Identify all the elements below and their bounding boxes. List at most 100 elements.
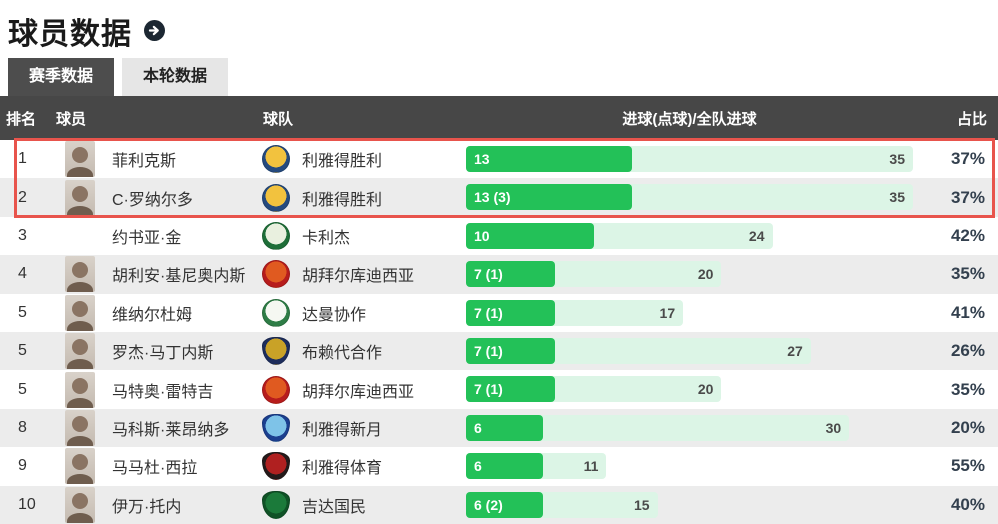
team-goals-value: 17 [659,304,676,321]
table-row[interactable]: 9 马马杜·西拉 利雅得体育 11 6 55% [0,447,998,485]
player-photo [65,371,95,408]
team-logo-icon [262,183,290,212]
player-photo [65,179,95,216]
photo-head-silhouette [72,300,88,317]
team-goals-value: 35 [889,189,905,206]
table-row[interactable]: 4 胡利安·基尼奥内斯 胡拜尔库迪西亚 20 7 (1) 35% [0,255,998,294]
player-goals-bar: 7 (1) [466,376,556,403]
table-row[interactable]: 2 C·罗纳尔多 利雅得胜利 35 13 (3) 37% [0,178,998,217]
table-row[interactable]: 5 维纳尔杜姆 达曼协作 17 7 (1) 41% [0,294,998,332]
player-name: 马科斯·莱昂纳多 [112,421,230,439]
player-photo [65,256,95,293]
rank-value: 2 [18,188,27,206]
photo-shoulders-silhouette [67,359,93,370]
goals-bar-cell: 20 7 (1) [466,370,913,408]
circle-right-arrow-icon[interactable] [144,20,165,41]
photo-head-silhouette [72,185,88,202]
player-photo [65,448,95,485]
team-logo-icon [262,413,290,442]
player-goals-bar: 13 (3) [466,184,633,211]
player-goals-bar: 7 (1) [466,299,556,326]
goal-ratio-value: 20% [950,417,985,437]
rank-value: 4 [18,265,27,283]
team-logo-icon [262,375,290,404]
page-title: 球员数据 [8,17,132,51]
rank-value: 8 [18,418,27,436]
column-header-goals: 进球(点球)/全队进球 [622,110,757,128]
team-goals-value: 27 [787,342,803,359]
goal-ratio-value: 55% [950,456,985,476]
player-goals-bar: 6 [466,414,543,441]
table-row[interactable]: 5 马特奥·雷特吉 胡拜尔库迪西亚 20 7 (1) 35% [0,370,998,408]
column-header-team: 球队 [263,110,294,128]
photo-shoulders-silhouette [67,397,93,408]
player-name: C·罗纳尔多 [112,191,193,209]
team-goals-value: 24 [748,227,765,244]
photo-shoulders-silhouette [67,512,93,523]
photo-head-silhouette [72,415,88,432]
player-photo [65,409,95,446]
player-name: 罗杰·马丁内斯 [112,345,214,363]
rank-value: 10 [18,495,36,513]
goal-ratio-value: 35% [950,264,985,284]
table-row[interactable]: 3 约书亚·金 卡利杰 24 10 42% [0,217,998,255]
photo-shoulders-silhouette [67,282,93,293]
table-row[interactable]: 1 菲利克斯 利雅得胜利 35 13 37% [0,140,998,178]
goals-bar-cell: 11 6 [466,447,913,485]
goal-ratio-value: 42% [950,225,985,245]
team-goals-value: 35 [889,151,905,167]
goal-ratio-value: 37% [950,187,985,207]
player-name: 马特奥·雷特吉 [112,383,214,401]
player-name: 胡利安·基尼奥内斯 [112,268,246,286]
title-row: 球员数据 [0,0,998,57]
rank-value: 1 [18,150,27,168]
table-row[interactable]: 8 马科斯·莱昂纳多 利雅得新月 30 6 20% [0,408,998,448]
player-name: 菲利克斯 [112,153,177,171]
player-name: 伊万·托内 [112,498,182,516]
table-row[interactable]: 10 伊万·托内 吉达国民 15 6 (2) 40% [0,485,998,524]
team-logo-icon [262,145,290,174]
team-logo-icon [262,260,290,289]
table-row[interactable]: 5 罗杰·马丁内斯 布赖代合作 27 7 (1) 26% [0,331,998,371]
tab-round-data[interactable]: 本轮数据 [122,57,229,96]
player-photo [65,486,95,523]
tab-season-data[interactable]: 赛季数据 [8,57,115,96]
player-table-body: 1 菲利克斯 利雅得胜利 35 13 37% 2 [0,140,998,524]
player-goals-bar: 7 (1) [466,337,556,364]
team-logo-icon [262,221,290,250]
player-goals-bar: 7 (1) [466,261,556,288]
goal-ratio-value: 35% [950,379,985,399]
goals-bar-cell: 35 13 [466,140,913,178]
team-name: 利雅得新月 [302,421,383,439]
player-name: 约书亚·金 [112,229,182,247]
photo-head-silhouette [72,492,88,509]
player-goals-bar: 6 [466,453,543,480]
goal-ratio-value: 40% [950,494,985,514]
team-name: 胡拜尔库迪西亚 [302,268,415,286]
player-photo [65,294,95,331]
team-goals-value: 20 [697,266,714,283]
team-name: 利雅得胜利 [302,191,383,209]
team-goals-value: 15 [633,496,650,513]
rank-value: 5 [18,303,27,321]
photo-shoulders-silhouette [67,320,93,331]
goals-bar-cell: 30 6 [466,409,913,447]
goals-bar-cell: 15 6 (2) [466,486,913,524]
goal-ratio-value: 41% [950,302,985,322]
rank-value: 5 [18,342,27,360]
team-goals-value: 20 [697,381,714,398]
team-name: 布赖代合作 [302,345,383,363]
goals-bar-cell: 27 7 (1) [466,332,913,370]
player-name: 维纳尔杜姆 [112,306,193,324]
player-photo [65,141,95,178]
player-name: 马马杜·西拉 [112,460,198,478]
tab-bar: 赛季数据 本轮数据 [0,57,998,96]
team-name: 卡利杰 [302,229,351,247]
team-name: 吉达国民 [302,498,367,516]
photo-head-silhouette [72,377,88,394]
team-name: 利雅得胜利 [302,153,383,171]
goals-bar-cell: 35 13 (3) [466,178,913,216]
player-goals-bar: 6 (2) [466,491,543,518]
team-logo-icon [262,337,290,366]
